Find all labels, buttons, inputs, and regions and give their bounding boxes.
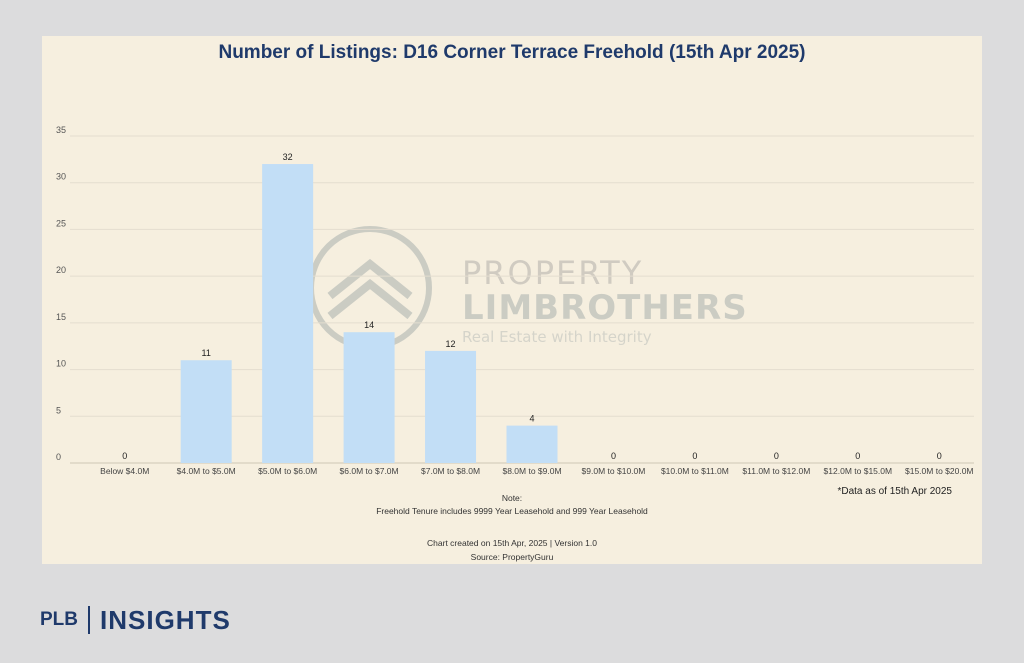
data-label: 14 <box>364 320 374 330</box>
y-tick-label: 30 <box>56 172 66 182</box>
data-label: 0 <box>774 451 779 461</box>
bar <box>425 350 477 463</box>
watermark-line1: PROPERTY <box>462 254 644 292</box>
x-tick-label: $5.0M to $6.0M <box>258 466 317 476</box>
brand-insights: INSIGHTS <box>100 604 231 635</box>
brand-divider <box>88 606 90 634</box>
chart-title: Number of Listings: D16 Corner Terrace F… <box>218 42 806 63</box>
x-tick-label: $11.0M to $12.0M <box>742 466 810 476</box>
x-tick-label: $6.0M to $7.0M <box>340 466 399 476</box>
brand-footer: PLB INSIGHTS <box>40 604 231 636</box>
data-label: 11 <box>202 348 211 358</box>
note-text: Freehold Tenure includes 9999 Year Lease… <box>376 506 648 516</box>
data-label: 0 <box>937 451 942 461</box>
note-heading: Note: <box>501 493 523 503</box>
watermark-roof-icon <box>327 258 413 320</box>
x-tick-label: $9.0M to $10.0M <box>582 466 646 476</box>
chart-card: Number of Listings: D16 Corner Terrace F… <box>42 36 982 564</box>
data-label: 0 <box>122 451 127 461</box>
y-tick-label: 10 <box>56 359 66 369</box>
data-label: 12 <box>446 339 456 349</box>
bar <box>180 360 232 463</box>
y-tick-label: 5 <box>56 405 61 415</box>
x-tick-label: $7.0M to $8.0M <box>421 466 480 476</box>
x-tick-label: $8.0M to $9.0M <box>502 466 561 476</box>
y-tick-label: 25 <box>56 218 66 228</box>
data-label: 0 <box>692 451 697 461</box>
bar <box>343 332 395 463</box>
y-tick-label: 0 <box>56 452 61 462</box>
y-tick-label: 15 <box>56 312 66 322</box>
source-note: Source: PropertyGuru <box>470 552 554 562</box>
watermark-tagline: Real Estate with Integrity <box>462 328 652 346</box>
data-label: 0 <box>855 451 860 461</box>
x-tick-label: $4.0M to $5.0M <box>177 466 236 476</box>
watermark-line2: LIMBROTHERS <box>462 288 748 328</box>
data-label: 32 <box>283 152 293 162</box>
x-tick-label: $10.0M to $11.0M <box>661 466 729 476</box>
bar <box>262 164 314 463</box>
brand-plb: PLB <box>40 609 78 630</box>
data-label: 4 <box>529 414 534 424</box>
x-tick-label: Below $4.0M <box>100 466 149 476</box>
y-tick-label: 35 <box>56 125 66 135</box>
x-tick-label: $12.0M to $15.0M <box>824 466 893 476</box>
y-tick-label: 20 <box>56 265 66 275</box>
watermark-logo: PROPERTY LIMBROTHERS Real Estate with In… <box>308 226 748 366</box>
bar <box>506 425 558 463</box>
data-label: 0 <box>611 451 616 461</box>
chart-plot: 0 5 10 15 20 25 30 35 0 Below $4.0M 11 $4.0M to $5.… <box>56 125 974 476</box>
data-as-of-note: *Data as of 15th Apr 2025 <box>837 486 952 497</box>
created-note: Chart created on 15th Apr, 2025 | Versio… <box>427 538 597 548</box>
x-tick-label: $15.0M to $20.0M <box>905 466 974 476</box>
